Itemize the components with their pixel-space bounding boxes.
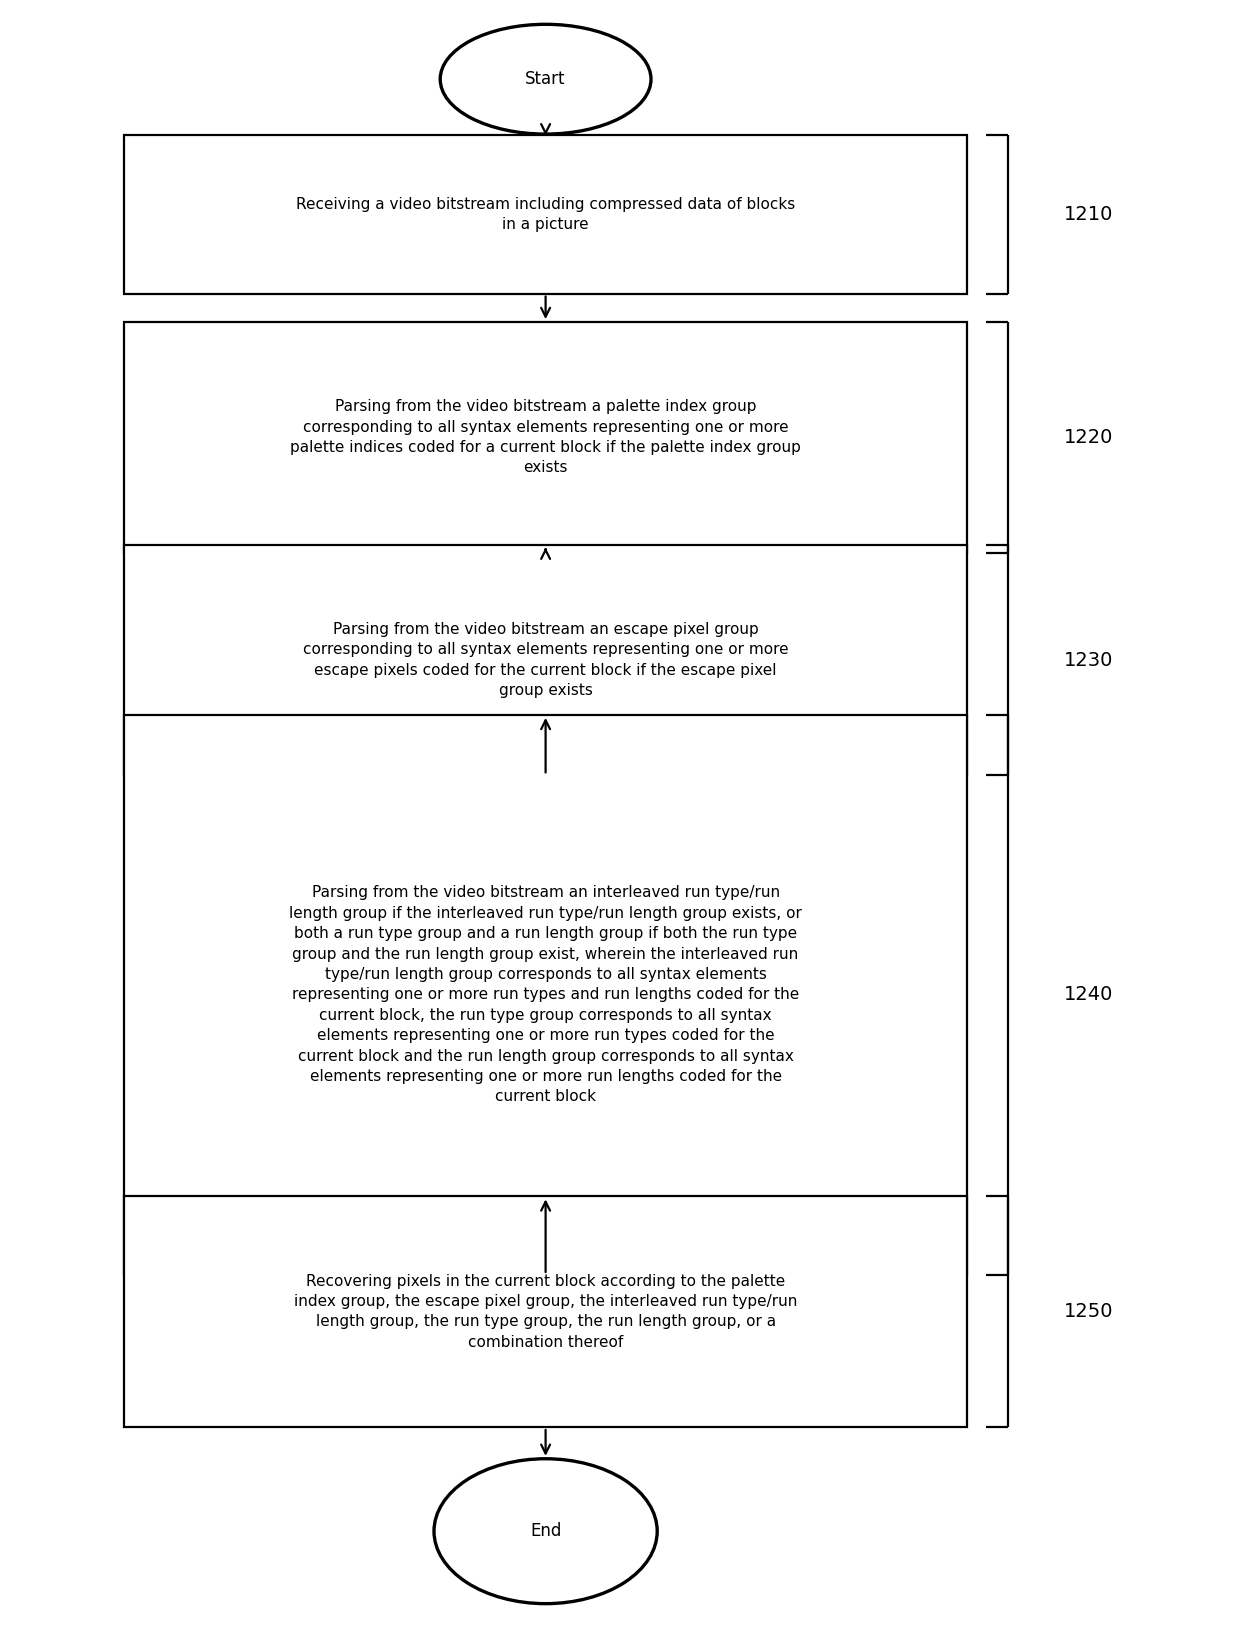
FancyBboxPatch shape xyxy=(124,544,967,776)
Text: Parsing from the video bitstream a palette index group
corresponding to all synt: Parsing from the video bitstream a palet… xyxy=(290,399,801,475)
Text: Parsing from the video bitstream an escape pixel group
corresponding to all synt: Parsing from the video bitstream an esca… xyxy=(303,622,789,698)
Text: 1240: 1240 xyxy=(1064,985,1114,1005)
Text: 1220: 1220 xyxy=(1064,427,1114,447)
Text: Receiving a video bitstream including compressed data of blocks
in a picture: Receiving a video bitstream including co… xyxy=(296,196,795,233)
Text: Parsing from the video bitstream an interleaved run type/run
length group if the: Parsing from the video bitstream an inte… xyxy=(289,886,802,1104)
Text: End: End xyxy=(529,1523,562,1539)
Ellipse shape xyxy=(434,1459,657,1604)
Text: 1230: 1230 xyxy=(1064,650,1114,670)
Ellipse shape xyxy=(440,25,651,134)
Text: 1250: 1250 xyxy=(1064,1302,1114,1322)
Text: Start: Start xyxy=(526,71,565,87)
FancyBboxPatch shape xyxy=(124,322,967,553)
Text: 1210: 1210 xyxy=(1064,205,1114,224)
FancyBboxPatch shape xyxy=(124,135,967,294)
FancyBboxPatch shape xyxy=(124,1196,967,1427)
FancyBboxPatch shape xyxy=(124,714,967,1275)
Text: Recovering pixels in the current block according to the palette
index group, the: Recovering pixels in the current block a… xyxy=(294,1274,797,1350)
